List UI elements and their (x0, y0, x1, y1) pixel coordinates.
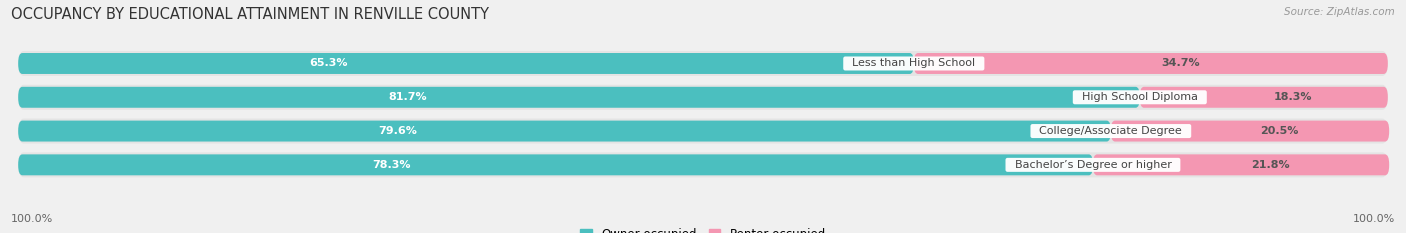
Text: 21.8%: 21.8% (1251, 160, 1289, 170)
Text: 100.0%: 100.0% (1353, 214, 1395, 224)
FancyBboxPatch shape (1111, 121, 1389, 141)
FancyBboxPatch shape (18, 51, 1388, 76)
FancyBboxPatch shape (1140, 87, 1388, 108)
Text: 20.5%: 20.5% (1260, 126, 1299, 136)
Text: 100.0%: 100.0% (11, 214, 53, 224)
FancyBboxPatch shape (18, 87, 1140, 108)
Text: 65.3%: 65.3% (309, 58, 349, 69)
FancyBboxPatch shape (18, 85, 1388, 110)
Text: OCCUPANCY BY EDUCATIONAL ATTAINMENT IN RENVILLE COUNTY: OCCUPANCY BY EDUCATIONAL ATTAINMENT IN R… (11, 7, 489, 22)
Text: 34.7%: 34.7% (1161, 58, 1199, 69)
Text: Source: ZipAtlas.com: Source: ZipAtlas.com (1284, 7, 1395, 17)
FancyBboxPatch shape (914, 53, 1388, 74)
FancyBboxPatch shape (1092, 154, 1389, 175)
Text: Less than High School: Less than High School (845, 58, 983, 69)
FancyBboxPatch shape (18, 152, 1388, 177)
Text: 78.3%: 78.3% (373, 160, 411, 170)
FancyBboxPatch shape (18, 53, 914, 74)
Legend: Owner-occupied, Renter-occupied: Owner-occupied, Renter-occupied (575, 224, 831, 233)
Text: College/Associate Degree: College/Associate Degree (1032, 126, 1189, 136)
Text: 81.7%: 81.7% (388, 92, 427, 102)
Text: High School Diploma: High School Diploma (1074, 92, 1205, 102)
FancyBboxPatch shape (18, 119, 1388, 144)
FancyBboxPatch shape (18, 121, 1111, 141)
Text: Bachelor’s Degree or higher: Bachelor’s Degree or higher (1008, 160, 1178, 170)
Text: 79.6%: 79.6% (378, 126, 418, 136)
Text: 18.3%: 18.3% (1274, 92, 1313, 102)
FancyBboxPatch shape (18, 154, 1092, 175)
